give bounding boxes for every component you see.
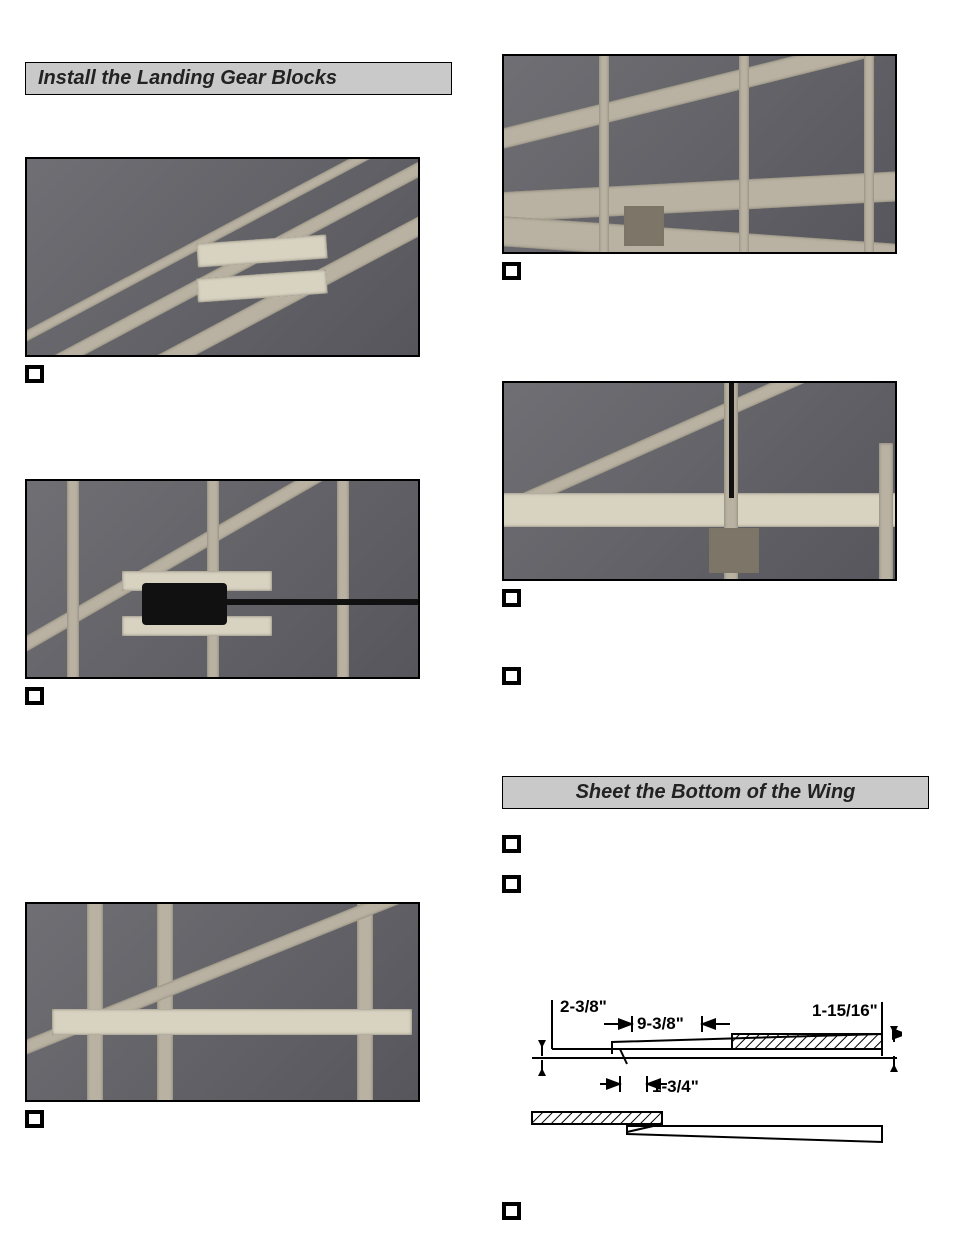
photo-rib-spar xyxy=(25,902,420,1102)
checkbox-icon xyxy=(502,589,521,607)
section-title-sheet-bottom: Sheet the Bottom of the Wing xyxy=(502,776,929,809)
checkbox-icon xyxy=(502,835,521,853)
checkbox-icon xyxy=(502,667,521,685)
right-column: Sheet the Bottom of the Wing xyxy=(477,0,954,1243)
step-checkbox-2 xyxy=(25,685,452,706)
sheeting-diagram: 2-3/8" 9-3/8" 1-15/16" xyxy=(502,994,902,1184)
photo-wing-frame-1 xyxy=(502,54,897,254)
step-checkbox-r2 xyxy=(502,587,929,608)
step-checkbox-s3 xyxy=(502,1200,929,1221)
checkbox-icon xyxy=(502,875,521,893)
checkbox-icon xyxy=(25,1110,44,1128)
photo-landing-gear-blocks xyxy=(25,157,420,357)
diagram-top-piece: 2-3/8" 9-3/8" 1-15/16" xyxy=(532,997,902,1096)
left-column: Install the Landing Gear Blocks xyxy=(0,0,477,1243)
dim-c: 1-15/16" xyxy=(812,1001,878,1020)
diagram-bottom-piece xyxy=(532,1112,882,1144)
step-checkbox-r1 xyxy=(502,260,929,281)
section-title-landing-gear: Install the Landing Gear Blocks xyxy=(25,62,452,95)
step-checkbox-3 xyxy=(25,1108,452,1129)
dim-a: 2-3/8" xyxy=(560,997,607,1016)
checkbox-icon xyxy=(25,365,44,383)
step-checkbox-s2 xyxy=(502,873,929,894)
checkbox-icon xyxy=(25,687,44,705)
page: Install the Landing Gear Blocks xyxy=(0,0,954,1243)
step-checkbox-r3 xyxy=(502,665,929,686)
step-checkbox-1 xyxy=(25,363,452,384)
dim-b: 9-3/8" xyxy=(637,1014,684,1033)
step-checkbox-s1 xyxy=(502,833,929,854)
dim-d: 1-3/4" xyxy=(652,1077,699,1096)
checkbox-icon xyxy=(502,262,521,280)
photo-gear-strap xyxy=(25,479,420,679)
checkbox-icon xyxy=(502,1202,521,1220)
photo-wing-frame-2 xyxy=(502,381,897,581)
